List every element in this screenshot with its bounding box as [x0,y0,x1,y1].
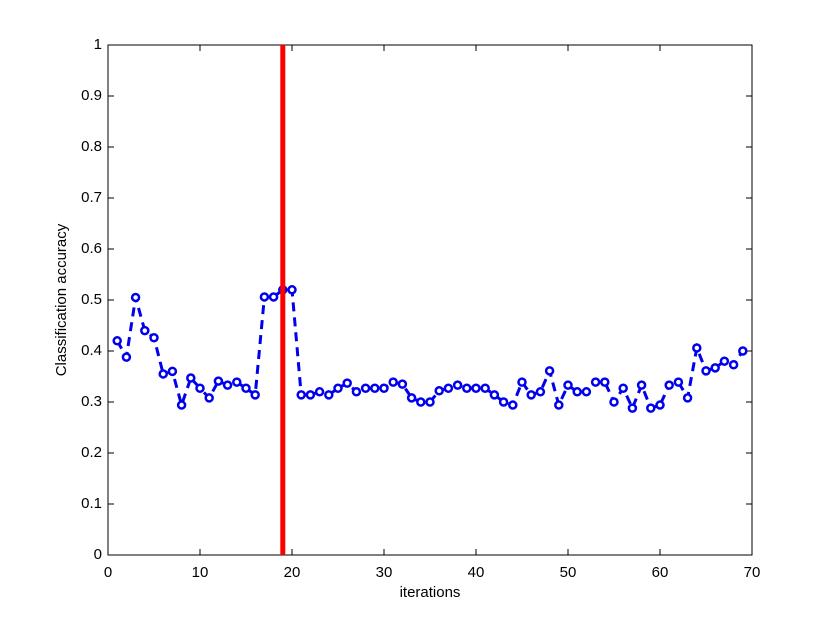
data-point [600,377,610,387]
data-point [222,380,233,390]
y-tick-label: 0 [94,546,102,563]
data-point [140,325,150,336]
data-point [406,393,417,403]
data-point [425,397,435,407]
data-point [682,393,693,403]
data-point [443,383,454,393]
data-point [489,390,500,400]
data-point [738,346,748,356]
data-point [388,377,398,387]
y-tick-label: 0.7 [81,189,102,206]
data-point [416,397,426,407]
data-point [121,352,132,362]
y-tick-label: 0.8 [81,138,102,155]
data-point [342,378,352,388]
data-point [195,383,205,393]
data-point [673,377,684,387]
data-point [646,403,656,413]
data-point [213,376,224,386]
data-point [655,400,665,410]
x-axis-label: iterations [400,584,461,601]
data-point [627,403,638,413]
data-point [130,292,141,303]
data-point [351,387,362,397]
data-point [609,397,619,407]
data-point [158,369,168,379]
data-point [508,400,518,410]
data-point [471,383,481,393]
data-point [167,366,178,377]
y-tick-label: 0.5 [81,291,102,308]
data-point [462,383,472,393]
data-point [259,292,270,302]
data-point [268,292,279,302]
data-point [324,390,334,400]
data-point [701,366,711,376]
data-point [232,377,242,387]
data-point [526,390,536,400]
data-point [554,400,564,410]
data-point [636,380,647,390]
data-point [176,400,187,410]
data-point [112,336,122,346]
data-point [728,360,739,370]
y-tick-label: 0.1 [81,495,102,512]
data-point [710,363,720,373]
data-point [149,332,159,343]
x-tick-label: 70 [744,564,761,581]
data-point [204,393,214,403]
data-point [434,386,444,396]
y-tick-label: 0.3 [81,393,102,410]
data-point [590,377,601,387]
data-point [305,390,316,400]
data-point [618,383,628,393]
data-point [397,379,408,389]
x-tick-label: 60 [652,564,669,581]
data-point [186,373,196,383]
data-point [333,383,343,393]
data-point [664,380,674,390]
y-tick-label: 0.4 [81,342,102,359]
y-tick-label: 0.9 [81,87,102,104]
data-point [535,387,546,397]
x-tick-label: 30 [376,564,393,581]
x-tick-label: 10 [192,564,209,581]
data-point [287,285,297,295]
x-tick-label: 50 [560,564,577,581]
data-point [360,383,371,393]
data-point [379,383,389,393]
y-tick-label: 0.6 [81,240,102,257]
data-point [250,390,260,400]
data-point [241,383,251,393]
data-point [452,380,463,390]
data-point [517,377,527,387]
data-point [314,387,325,397]
y-axis-label: Classification accuracy [53,223,70,376]
x-tick-label: 0 [104,564,112,581]
x-tick-label: 40 [468,564,485,581]
data-point [498,397,509,407]
data-point [370,383,380,393]
y-tick-label: 0.2 [81,444,102,461]
data-point [563,380,573,390]
data-point [581,387,592,397]
data-point [480,383,490,393]
data-point [719,356,730,366]
y-tick-label: 1 [94,36,102,53]
x-tick-label: 20 [284,564,301,581]
data-point [572,387,582,397]
data-point [544,366,555,376]
data-point [296,390,306,400]
data-point [692,343,702,353]
